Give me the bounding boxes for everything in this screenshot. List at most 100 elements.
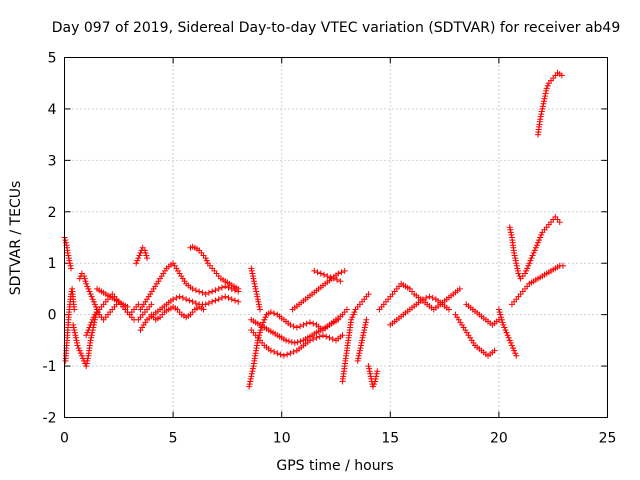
data-point bbox=[173, 294, 180, 301]
data-point bbox=[68, 265, 75, 272]
data-point bbox=[248, 370, 255, 377]
data-point bbox=[248, 267, 255, 274]
data-point bbox=[77, 350, 84, 357]
data-point bbox=[505, 334, 512, 341]
data-point bbox=[257, 327, 264, 334]
data-point bbox=[544, 82, 551, 89]
data-point bbox=[248, 265, 255, 272]
data-point bbox=[343, 306, 350, 313]
data-point bbox=[192, 300, 199, 307]
y-tick-label: -1 bbox=[43, 359, 57, 375]
data-point bbox=[75, 345, 82, 352]
data-point bbox=[362, 321, 369, 328]
data-point bbox=[512, 255, 519, 262]
data-point bbox=[319, 332, 326, 339]
data-point bbox=[254, 293, 261, 300]
data-point bbox=[359, 337, 366, 344]
data-point bbox=[338, 269, 345, 276]
data-point bbox=[74, 342, 81, 349]
series-track-x bbox=[463, 301, 502, 328]
data-point bbox=[297, 323, 304, 330]
data-point bbox=[514, 265, 521, 272]
series-track-f bbox=[94, 285, 131, 310]
data-point bbox=[361, 327, 368, 334]
series-track-h bbox=[137, 260, 242, 313]
data-point bbox=[84, 355, 91, 362]
data-point bbox=[212, 287, 219, 294]
data-point bbox=[321, 271, 328, 278]
data-point bbox=[135, 301, 142, 308]
data-point bbox=[507, 339, 514, 346]
data-point bbox=[199, 289, 206, 296]
data-point bbox=[271, 348, 278, 355]
data-point bbox=[360, 332, 367, 339]
data-point bbox=[62, 239, 69, 246]
y-tick-labels: -2 -1 0 1 2 3 4 5 bbox=[43, 51, 57, 427]
data-point bbox=[326, 334, 333, 341]
data-point bbox=[189, 298, 196, 305]
data-point bbox=[366, 368, 373, 375]
data-point bbox=[261, 316, 268, 323]
data-point bbox=[423, 294, 430, 301]
data-point bbox=[222, 293, 229, 300]
data-point bbox=[556, 219, 563, 226]
data-point bbox=[228, 296, 235, 303]
data-point bbox=[537, 116, 544, 123]
data-point bbox=[260, 319, 267, 326]
data-point bbox=[507, 229, 514, 236]
data-point bbox=[179, 294, 186, 301]
data-point bbox=[83, 360, 90, 367]
data-point bbox=[371, 381, 378, 388]
data-point bbox=[290, 348, 297, 355]
data-point bbox=[64, 249, 71, 256]
data-point bbox=[143, 252, 150, 259]
data-point bbox=[70, 324, 77, 331]
data-point bbox=[246, 381, 253, 388]
data-point bbox=[538, 231, 545, 238]
data-point bbox=[91, 301, 98, 308]
data-point bbox=[225, 294, 232, 301]
data-point bbox=[277, 351, 284, 358]
series-track-t bbox=[365, 363, 381, 390]
data-point bbox=[523, 267, 530, 274]
data-point bbox=[373, 373, 380, 380]
x-tick-labels: 0 5 10 15 20 25 bbox=[60, 431, 616, 447]
x-tick-label: 5 bbox=[169, 431, 178, 447]
data-point bbox=[84, 329, 91, 336]
data-point bbox=[144, 255, 151, 262]
data-point bbox=[369, 383, 376, 390]
data-point bbox=[348, 316, 355, 323]
y-tick-label: 5 bbox=[48, 51, 57, 67]
data-point bbox=[330, 275, 337, 282]
series-track-v bbox=[387, 293, 452, 328]
data-point bbox=[133, 260, 140, 267]
series-track-k bbox=[187, 243, 242, 292]
data-point bbox=[532, 244, 539, 251]
data-point bbox=[327, 274, 334, 281]
data-point bbox=[84, 283, 91, 290]
data-point bbox=[148, 301, 155, 308]
data-point bbox=[507, 226, 514, 233]
data-point bbox=[256, 303, 263, 310]
data-point bbox=[88, 334, 95, 341]
data-point bbox=[85, 285, 92, 292]
data-point bbox=[200, 306, 207, 313]
data-point bbox=[73, 337, 80, 344]
data-point bbox=[205, 289, 212, 296]
data-point bbox=[287, 321, 294, 328]
data-point bbox=[514, 267, 521, 274]
data-point bbox=[445, 306, 452, 313]
data-point bbox=[87, 291, 94, 298]
data-point bbox=[141, 247, 148, 254]
data-point bbox=[524, 265, 531, 272]
data-point bbox=[280, 352, 287, 359]
data-point bbox=[356, 350, 363, 357]
data-point bbox=[310, 320, 317, 327]
data-point bbox=[359, 334, 366, 341]
data-point bbox=[539, 105, 546, 112]
data-point bbox=[176, 293, 183, 300]
data-point bbox=[303, 320, 310, 327]
series-track-b bbox=[62, 285, 78, 364]
data-point bbox=[72, 332, 79, 339]
